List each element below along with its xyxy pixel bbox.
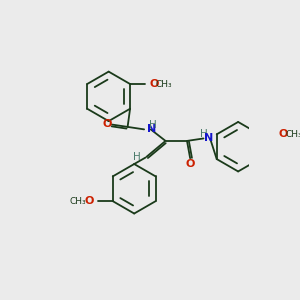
Text: CH₃: CH₃ [285,130,300,139]
Text: O: O [84,196,94,206]
Text: O: O [279,129,288,139]
Text: N: N [147,124,156,134]
Text: H: H [133,152,140,162]
Text: O: O [186,159,195,169]
Text: H: H [149,120,157,130]
Text: H: H [200,128,208,139]
Text: O: O [149,79,158,89]
Text: CH₃: CH₃ [70,196,86,206]
Text: O: O [102,119,112,129]
Text: N: N [204,134,214,143]
Text: CH₃: CH₃ [156,80,172,88]
